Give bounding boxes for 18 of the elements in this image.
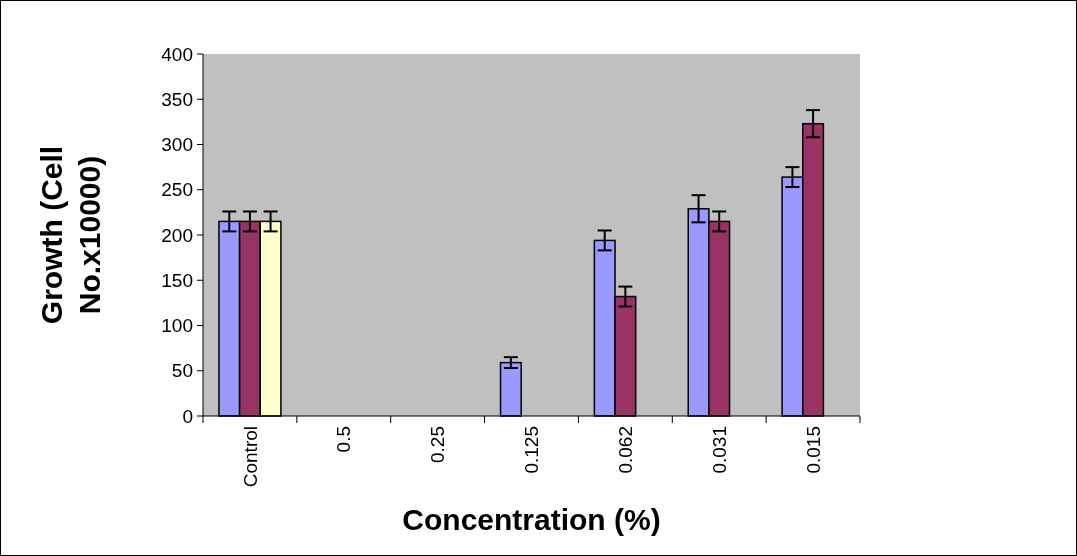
y-tick-label: 350 bbox=[161, 88, 193, 110]
y-axis-title: Growth (Cell No.x10000) bbox=[35, 145, 106, 325]
y-tick-label: 300 bbox=[161, 134, 193, 156]
y-tick-label: 50 bbox=[171, 360, 193, 382]
x-tick-label: 0.062 bbox=[615, 426, 637, 474]
x-tick-label: 0.5 bbox=[333, 426, 355, 453]
x-axis-title: Concentration (%) bbox=[402, 503, 661, 536]
y-tick-label: 0 bbox=[182, 405, 193, 427]
x-tick-label: Control bbox=[239, 426, 261, 488]
y-tick-label: 200 bbox=[161, 224, 193, 246]
x-tick-label: 0.125 bbox=[521, 426, 543, 474]
x-tick-label: 0.25 bbox=[427, 426, 449, 463]
y-tick-label: 150 bbox=[161, 269, 193, 291]
x-tick-label: 0.015 bbox=[802, 426, 824, 474]
y-tick-label: 100 bbox=[161, 315, 193, 337]
x-tick-label: 0.031 bbox=[708, 426, 730, 474]
y-tick-label: 400 bbox=[161, 43, 193, 65]
y-tick-label: 250 bbox=[161, 179, 193, 201]
